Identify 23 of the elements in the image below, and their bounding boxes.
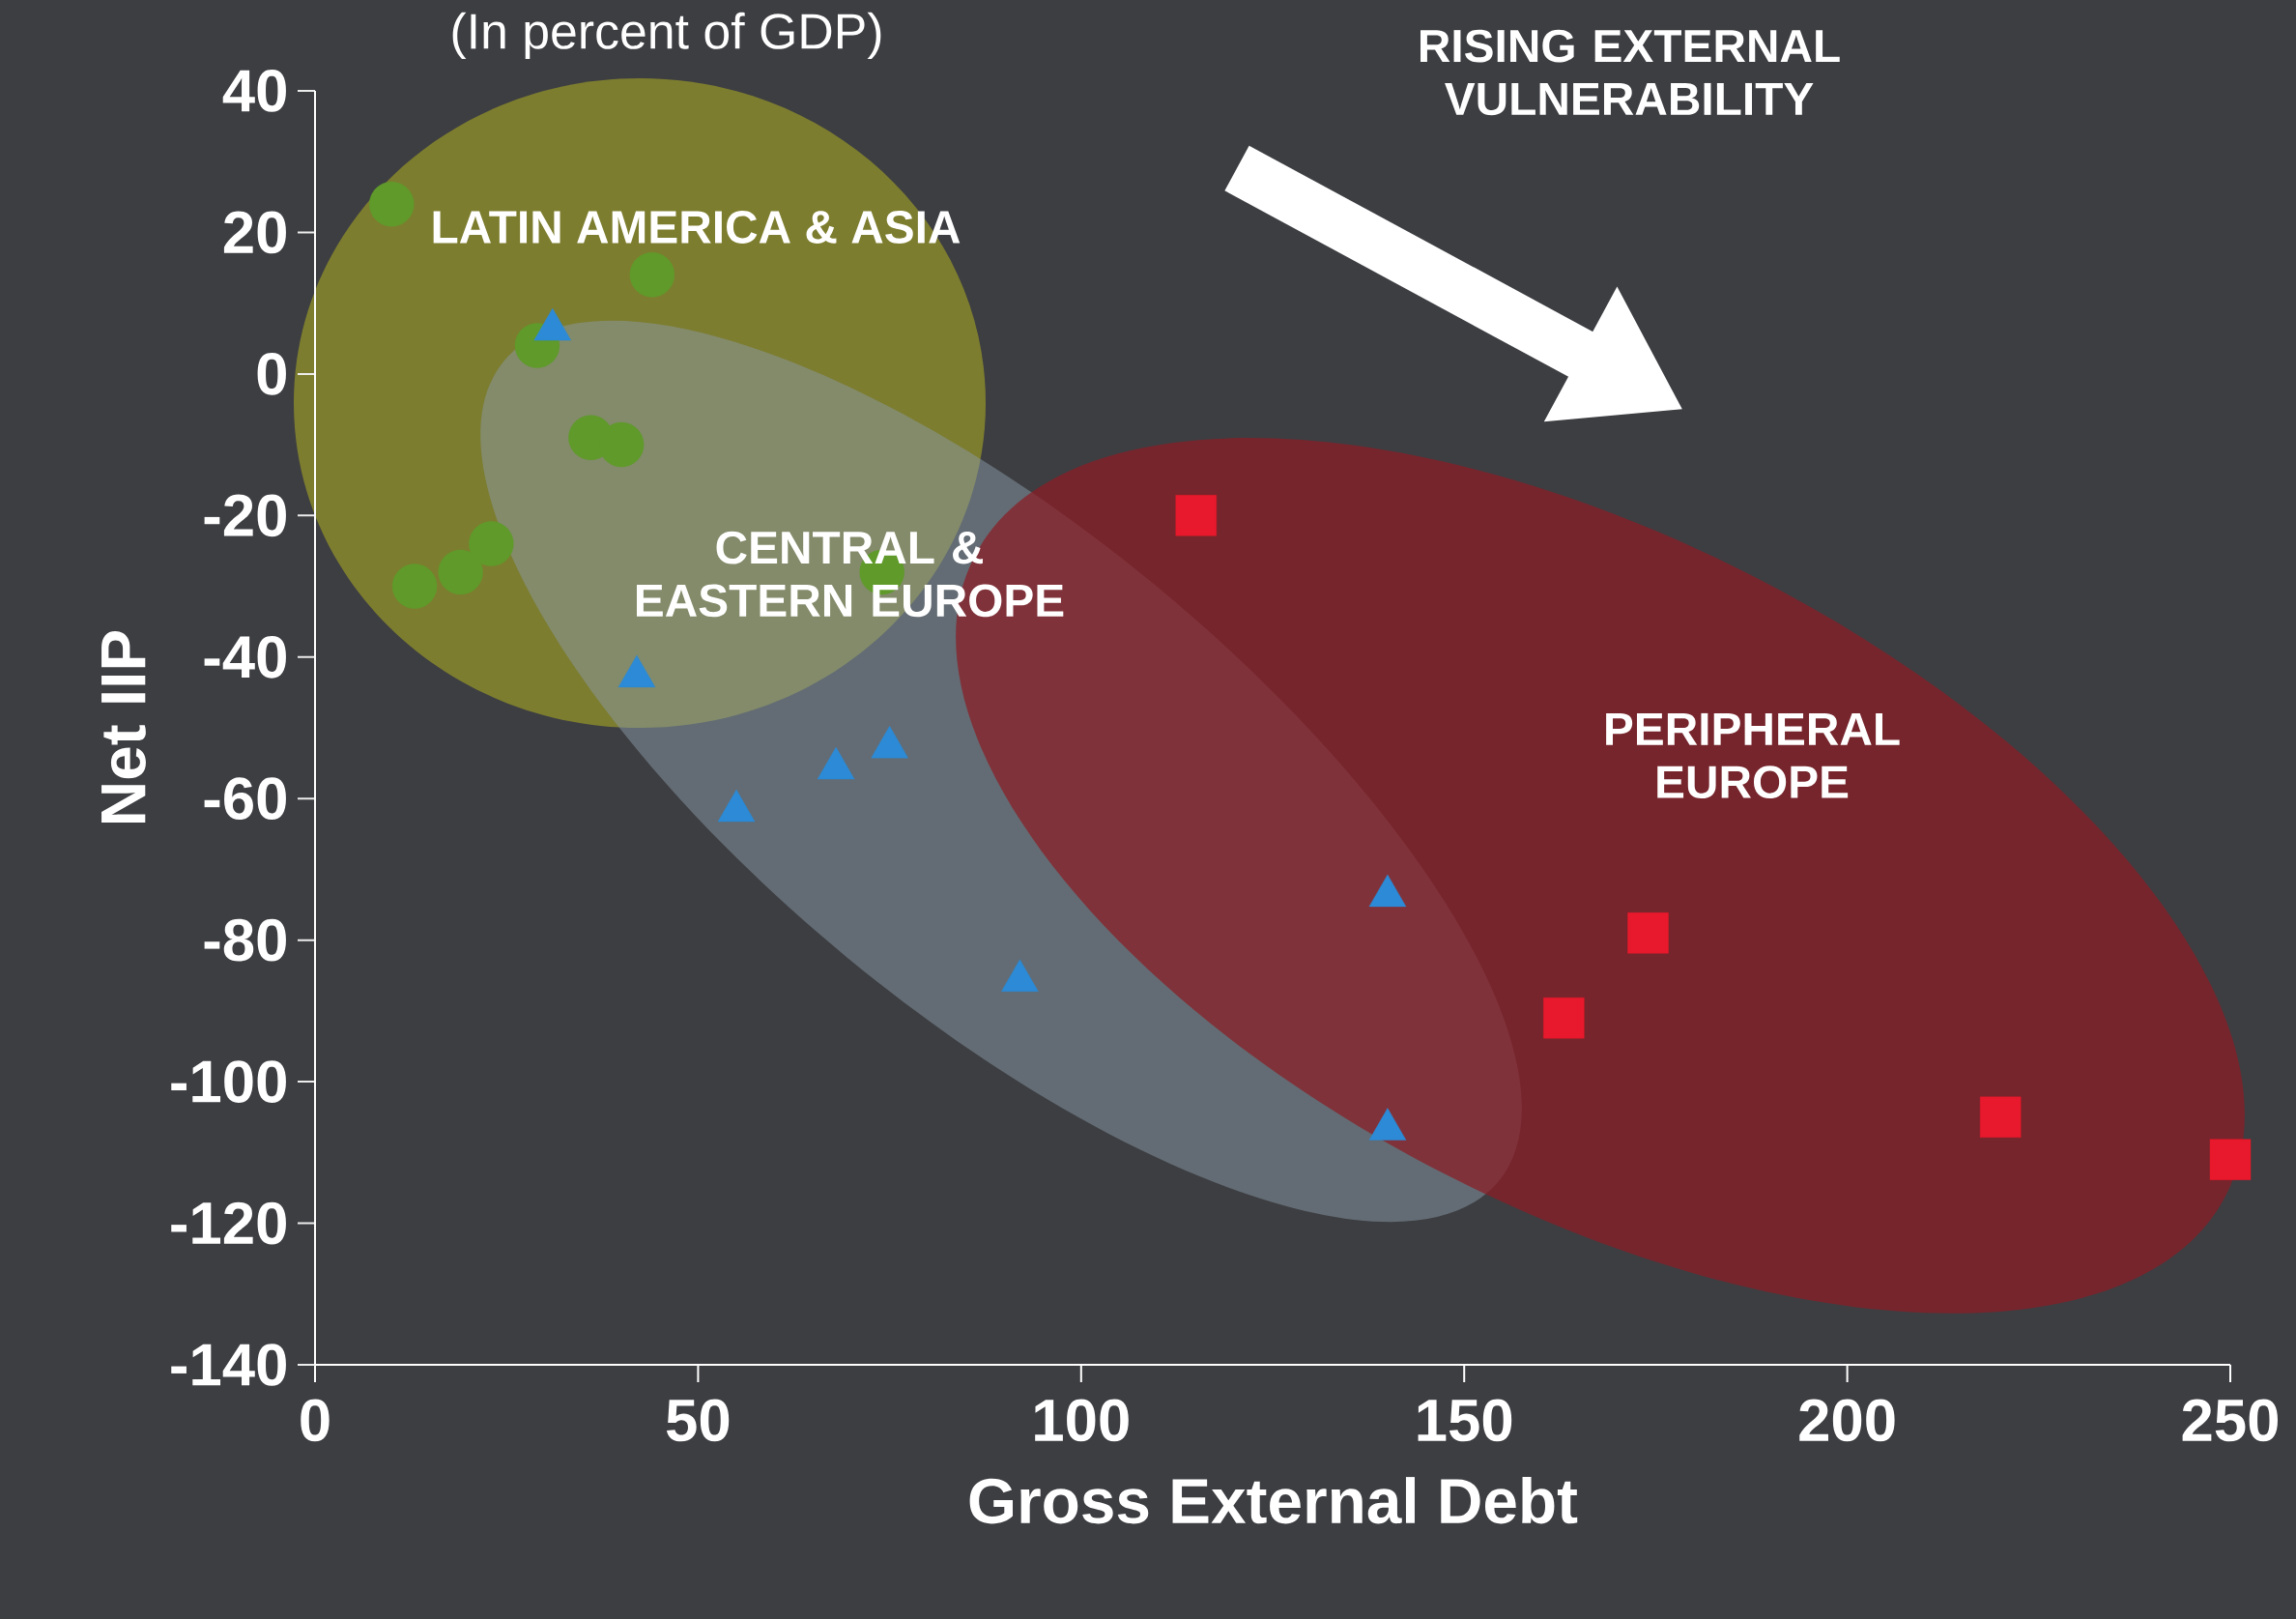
x-tick-label: 50 — [666, 1399, 730, 1442]
y-tick-label: -140 — [171, 1344, 286, 1386]
y-tick-label: 40 — [222, 70, 286, 112]
y-tick-label: -80 — [204, 918, 286, 962]
annotation: LATIN AMERICA & ASIA — [433, 211, 961, 244]
y-tick-label: -40 — [204, 635, 286, 679]
x-tick-label: 250 — [2182, 1399, 2278, 1442]
y-tick-label: -60 — [204, 777, 286, 821]
y-tick-label: 20 — [223, 211, 286, 254]
y-tick-label: 0 — [257, 353, 286, 395]
x-tick-label: 150 — [1418, 1399, 1512, 1442]
x-axis-title: Gross External Debt — [969, 1477, 1578, 1524]
y-axis-title: Net IIP — [101, 630, 146, 823]
annotation: PERIPHERAL EUROPE — [1606, 712, 1900, 799]
y-tick-label: -20 — [204, 494, 286, 537]
chart-subtitle: (In percent of GDP) — [452, 12, 881, 60]
annotation: RISING EXTERNAL VULNERABILITY — [1421, 29, 1840, 116]
x-tick-label: 0 — [301, 1399, 330, 1442]
y-tick-label: -120 — [171, 1201, 286, 1245]
x-tick-label: 100 — [1035, 1399, 1129, 1442]
y-tick-label: -100 — [171, 1060, 286, 1103]
x-tick-label: 200 — [1799, 1399, 1895, 1442]
annotation: CENTRAL & EASTERN EUROPE — [637, 531, 1064, 618]
